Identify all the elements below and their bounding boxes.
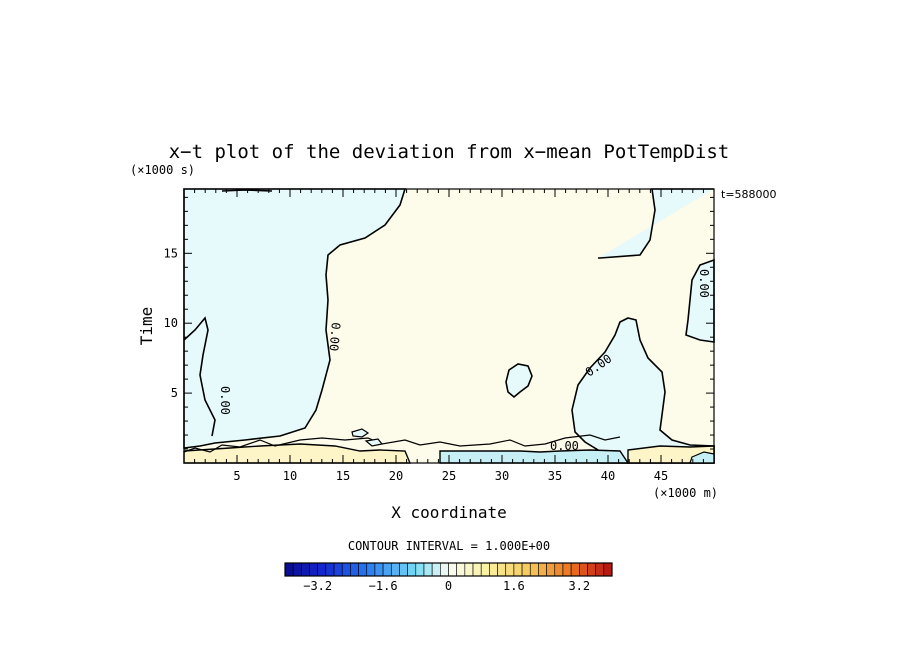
colorbar-cell bbox=[480, 562, 490, 577]
colorbar-cell bbox=[529, 562, 539, 577]
y-axis-label: Time bbox=[137, 307, 156, 346]
x-tick-label: 25 bbox=[442, 469, 456, 483]
colorbar-cell bbox=[578, 562, 588, 577]
colorbar-cell bbox=[570, 562, 580, 577]
x-tick-label: 40 bbox=[601, 469, 615, 483]
y-tick-label: 10 bbox=[164, 316, 178, 330]
colorbar-cell bbox=[407, 562, 417, 577]
x-axis-label: X coordinate bbox=[391, 503, 507, 522]
x-tick-label: 20 bbox=[389, 469, 403, 483]
colorbar-tick-label: 3.2 bbox=[568, 579, 590, 593]
contour-small-blob-2 bbox=[364, 438, 384, 447]
contour-label-1: 0.00 bbox=[326, 322, 342, 352]
y-axis-ticks: 5 10 15 bbox=[164, 196, 714, 450]
colorbar-tick-label: 0 bbox=[445, 579, 452, 593]
colorbar-cell bbox=[456, 562, 466, 577]
colorbar-cell bbox=[423, 562, 433, 577]
x-tick-label: 10 bbox=[283, 469, 297, 483]
colorbar-cell bbox=[513, 562, 523, 577]
colorbar-ticks: −3.2 −1.6 0 1.6 3.2 bbox=[303, 579, 590, 593]
contour-label-4: 0.00 bbox=[697, 269, 711, 298]
colorbar-cell bbox=[595, 562, 605, 577]
x-tick-label: 30 bbox=[495, 469, 509, 483]
colorbar-cell bbox=[554, 562, 564, 577]
colorbar-cell bbox=[546, 562, 556, 577]
colorbar-cell bbox=[562, 562, 572, 577]
colorbar-cell bbox=[317, 562, 327, 577]
colorbar-cell bbox=[301, 562, 310, 577]
chart-title: x−t plot of the deviation from x−mean Po… bbox=[169, 141, 730, 163]
x-axis-ticks: 5 10 15 20 25 30 35 40 45 bbox=[194, 189, 704, 483]
time-stamp: t=588000 bbox=[721, 188, 777, 201]
colorbar-cell bbox=[399, 562, 408, 577]
colorbar-cell bbox=[440, 562, 449, 577]
colorbar-cell bbox=[309, 562, 318, 577]
region-negative-left bbox=[183, 188, 407, 449]
colorbar-cell bbox=[382, 562, 392, 577]
colorbar-cell bbox=[538, 562, 547, 577]
x-tick-label: 5 bbox=[233, 469, 240, 483]
colorbar-cell bbox=[472, 562, 482, 577]
colorbar-cell bbox=[366, 562, 376, 577]
contour-label-5: 0.00 bbox=[550, 439, 579, 453]
contour-label-2: 0.00 bbox=[218, 386, 232, 415]
y-tick-label: 15 bbox=[164, 246, 178, 260]
colorbar-cell bbox=[415, 562, 425, 577]
colorbar-cell bbox=[497, 562, 507, 577]
colorbar-cell bbox=[292, 562, 302, 577]
colorbar-cell bbox=[358, 562, 368, 577]
y-unit-label: (×1000 s) bbox=[130, 163, 195, 177]
colorbar-cell bbox=[489, 562, 498, 577]
contour-small-blob-1 bbox=[351, 428, 370, 438]
colorbar-cell bbox=[341, 562, 351, 577]
plot-area: 0.00 0.00 0.00 0.00 0.00 bbox=[183, 188, 715, 464]
contour-top-left bbox=[221, 189, 273, 192]
region-negative-right-upper bbox=[685, 258, 715, 343]
colorbar-tick-label: −3.2 bbox=[303, 579, 332, 593]
colorbar-cell bbox=[521, 562, 531, 577]
x-tick-label: 15 bbox=[336, 469, 350, 483]
x-tick-label: 45 bbox=[654, 469, 668, 483]
region-negative-small bbox=[505, 363, 533, 399]
colorbar-tick-label: 1.6 bbox=[503, 579, 525, 593]
contour-interval: CONTOUR INTERVAL = 1.000E+00 bbox=[348, 539, 550, 553]
colorbar-cell bbox=[587, 562, 596, 577]
colorbar bbox=[284, 562, 613, 577]
colorbar-cell bbox=[464, 562, 474, 577]
colorbar-cell bbox=[431, 562, 441, 577]
x-tick-label: 35 bbox=[548, 469, 562, 483]
contour-bottom-wiggle bbox=[183, 434, 621, 453]
colorbar-cell bbox=[325, 562, 335, 577]
colorbar-cell bbox=[603, 562, 613, 577]
colorbar-cell bbox=[350, 562, 359, 577]
colorbar-cell bbox=[505, 562, 515, 577]
colorbar-cell bbox=[448, 562, 457, 577]
colorbar-cell bbox=[390, 562, 400, 577]
x-unit-label: (×1000 m) bbox=[653, 486, 718, 500]
y-tick-label: 5 bbox=[171, 386, 178, 400]
colorbar-frame bbox=[284, 562, 613, 577]
colorbar-cell bbox=[284, 562, 294, 577]
region-negative-left-inner bbox=[183, 316, 216, 437]
colorbar-cell bbox=[333, 562, 343, 577]
colorbar-cell bbox=[374, 562, 384, 577]
colorbar-tick-label: −1.6 bbox=[369, 579, 398, 593]
